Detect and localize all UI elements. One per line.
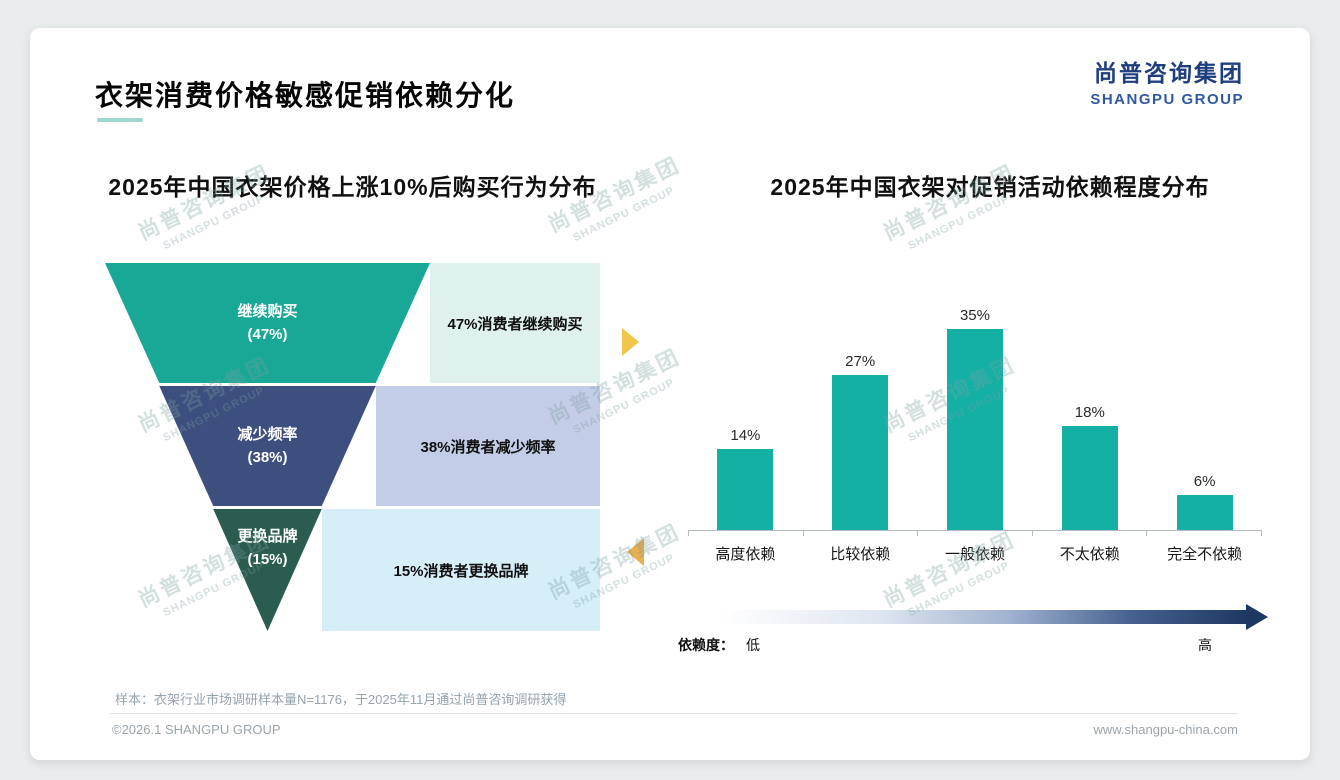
bar-chart-title: 2025年中国衣架对促销活动依赖程度分布: [770, 174, 1210, 200]
dependence-low-label: 低: [746, 637, 760, 653]
footer-divider: [110, 713, 1238, 714]
bar-column-5: 6%: [1147, 300, 1262, 530]
bar: [832, 375, 889, 530]
category-label-4: 不太依赖: [1059, 546, 1120, 563]
funnel-segment-1: 继续购买 (47%): [105, 263, 430, 383]
bar-chart: 14% 27% 35% 18% 6%: [688, 300, 1262, 564]
funnel-row-3: 15%消费者更换品牌 更换品牌 (15%): [105, 509, 600, 631]
sample-note: 样本：衣架行业市场调研样本量N=1176，于2025年11月通过尚普咨询调研获得: [115, 692, 567, 707]
bar: [717, 449, 774, 530]
funnel-row-1: 47%消费者继续购买 继续购买 (47%): [105, 263, 600, 383]
slide-card: 衣架消费价格敏感促销依赖分化 尚普咨询集团 SHANGPU GROUP 2025…: [30, 28, 1310, 760]
category-label-5: 完全不依赖: [1167, 546, 1243, 563]
funnel-annotation-2: 38%消费者减少频率: [376, 386, 600, 506]
funnel-annotation-1: 47%消费者继续购买: [430, 263, 600, 383]
dependence-gradient-arrow: [720, 604, 1268, 630]
funnel-segment-1-label: 继续购买: [237, 302, 298, 320]
bar-column-3: 35%: [918, 300, 1033, 530]
bar: [1176, 495, 1233, 530]
funnel-chart-title: 2025年中国衣架价格上涨10%后购买行为分布: [108, 174, 597, 200]
funnel-chart: 47%消费者继续购买 继续购买 (47%) 38%消费者减少频率 减少频率 (3…: [105, 263, 600, 631]
dependence-label-group: 依赖度： 低: [678, 635, 760, 655]
category-label-2: 比较依赖: [830, 546, 891, 563]
bar-column-1: 14%: [688, 300, 803, 530]
bar-value-label: 6%: [1193, 473, 1216, 490]
bar-column-4: 18%: [1032, 300, 1147, 530]
axis-tick: [1147, 531, 1262, 536]
logo-chinese-text: 尚普咨询集团: [1094, 60, 1244, 86]
title-accent: [97, 118, 143, 122]
category-label-3: 一般依赖: [944, 546, 1005, 563]
footer-website: www.shangpu-china.com: [1093, 722, 1238, 737]
dependence-label: 依赖度：: [678, 637, 734, 653]
axis-tick: [918, 531, 1033, 536]
footer: ©2026.1 SHANGPU GROUP www.shangpu-china.…: [112, 722, 1238, 737]
axis-tick: [688, 531, 804, 536]
bar: [1061, 426, 1118, 530]
funnel-segment-2-label: 减少频率: [237, 425, 298, 443]
dependence-labels: 依赖度： 低 高: [678, 635, 1212, 655]
bar-value-label: 14%: [730, 427, 761, 444]
dependence-high-label: 高: [1198, 637, 1212, 653]
funnel-row-2: 38%消费者减少频率 减少频率 (38%): [105, 386, 600, 506]
logo: 尚普咨询集团 SHANGPU GROUP: [1090, 54, 1244, 108]
x-axis: [688, 530, 1262, 536]
category-labels: 高度依赖 比较依赖 一般依赖 不太依赖 完全不依赖: [688, 543, 1262, 564]
category-label-1: 高度依赖: [715, 546, 776, 563]
funnel-segment-3-pct: (15%): [247, 551, 288, 569]
arrow-right-icon: [622, 328, 639, 356]
arrow-left-icon: [627, 538, 644, 566]
axis-tick: [1033, 531, 1148, 536]
funnel-segment-2-pct: (38%): [247, 449, 288, 466]
funnel-annotation-3: 15%消费者更换品牌: [322, 509, 600, 631]
bar-plot-area: 14% 27% 35% 18% 6%: [688, 300, 1262, 530]
bar-value-label: 27%: [845, 353, 876, 370]
logo-english-text: SHANGPU GROUP: [1090, 91, 1244, 108]
axis-tick: [804, 531, 919, 536]
bar-value-label: 18%: [1074, 404, 1105, 421]
bar-column-2: 27%: [803, 300, 918, 530]
footer-copyright: ©2026.1 SHANGPU GROUP: [112, 722, 281, 737]
funnel-segment-1-pct: (47%): [247, 326, 288, 343]
gradient-arrowhead-icon: [1246, 604, 1268, 630]
page-title: 衣架消费价格敏感促销依赖分化: [95, 80, 516, 111]
gradient-shaft: [720, 610, 1248, 624]
funnel-segment-3-label: 更换品牌: [237, 528, 298, 545]
bar: [946, 329, 1003, 530]
bar-value-label: 35%: [959, 307, 990, 324]
